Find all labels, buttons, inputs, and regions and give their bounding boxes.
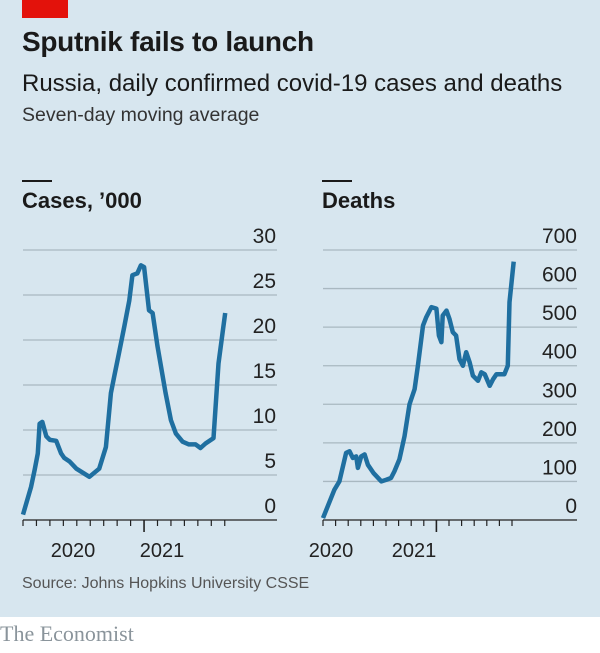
deaths-ytick-label: 0 bbox=[565, 495, 577, 518]
cases-ytick-label: 30 bbox=[253, 225, 276, 248]
cases-ytick-label: 15 bbox=[253, 360, 276, 383]
deaths-ytick-label: 200 bbox=[542, 418, 577, 441]
deaths-ytick-label: 100 bbox=[542, 456, 577, 479]
cases-ytick-label: 0 bbox=[264, 495, 276, 518]
deaths-title-rule bbox=[322, 180, 352, 182]
cases-xtick-label: 2020 bbox=[51, 540, 96, 562]
economist-logo: The Economist bbox=[0, 621, 134, 646]
cases-series-line bbox=[20, 263, 228, 516]
cases-ytick-label: 25 bbox=[253, 270, 276, 293]
economist-red-tag bbox=[22, 0, 68, 18]
cases-title-rule bbox=[22, 180, 52, 182]
deaths-xtick-label: 2021 bbox=[392, 540, 437, 562]
cases-ytick-label: 20 bbox=[253, 315, 276, 338]
deaths-xtick-label: 2020 bbox=[309, 540, 354, 562]
deaths-ytick-label: 700 bbox=[542, 225, 577, 248]
chart-subtitle: Russia, daily confirmed covid-19 cases a… bbox=[22, 70, 563, 97]
deaths-ytick-label: 600 bbox=[542, 264, 577, 287]
deaths-chart-title: Deaths bbox=[322, 188, 396, 213]
chart-panel bbox=[0, 0, 600, 617]
deaths-series-line bbox=[320, 261, 516, 519]
source-note: Source: Johns Hopkins University CSSE bbox=[22, 575, 310, 592]
chart-note: Seven-day moving average bbox=[22, 104, 260, 126]
deaths-ytick-label: 400 bbox=[542, 341, 577, 364]
cases-ytick-label: 10 bbox=[253, 405, 276, 428]
cases-ytick-label: 5 bbox=[264, 450, 276, 473]
cases-chart-title: Cases, ’000 bbox=[22, 188, 142, 213]
cases-xtick-label: 2021 bbox=[140, 540, 185, 562]
charts-svg: 0 5 10 15 20 25 30 2020 2021 0 100 200 300 400 500 600 7… bbox=[20, 225, 577, 562]
deaths-ytick-label: 500 bbox=[542, 302, 577, 325]
chart-title: Sputnik fails to launch bbox=[22, 26, 314, 57]
deaths-ytick-label: 300 bbox=[542, 379, 577, 402]
